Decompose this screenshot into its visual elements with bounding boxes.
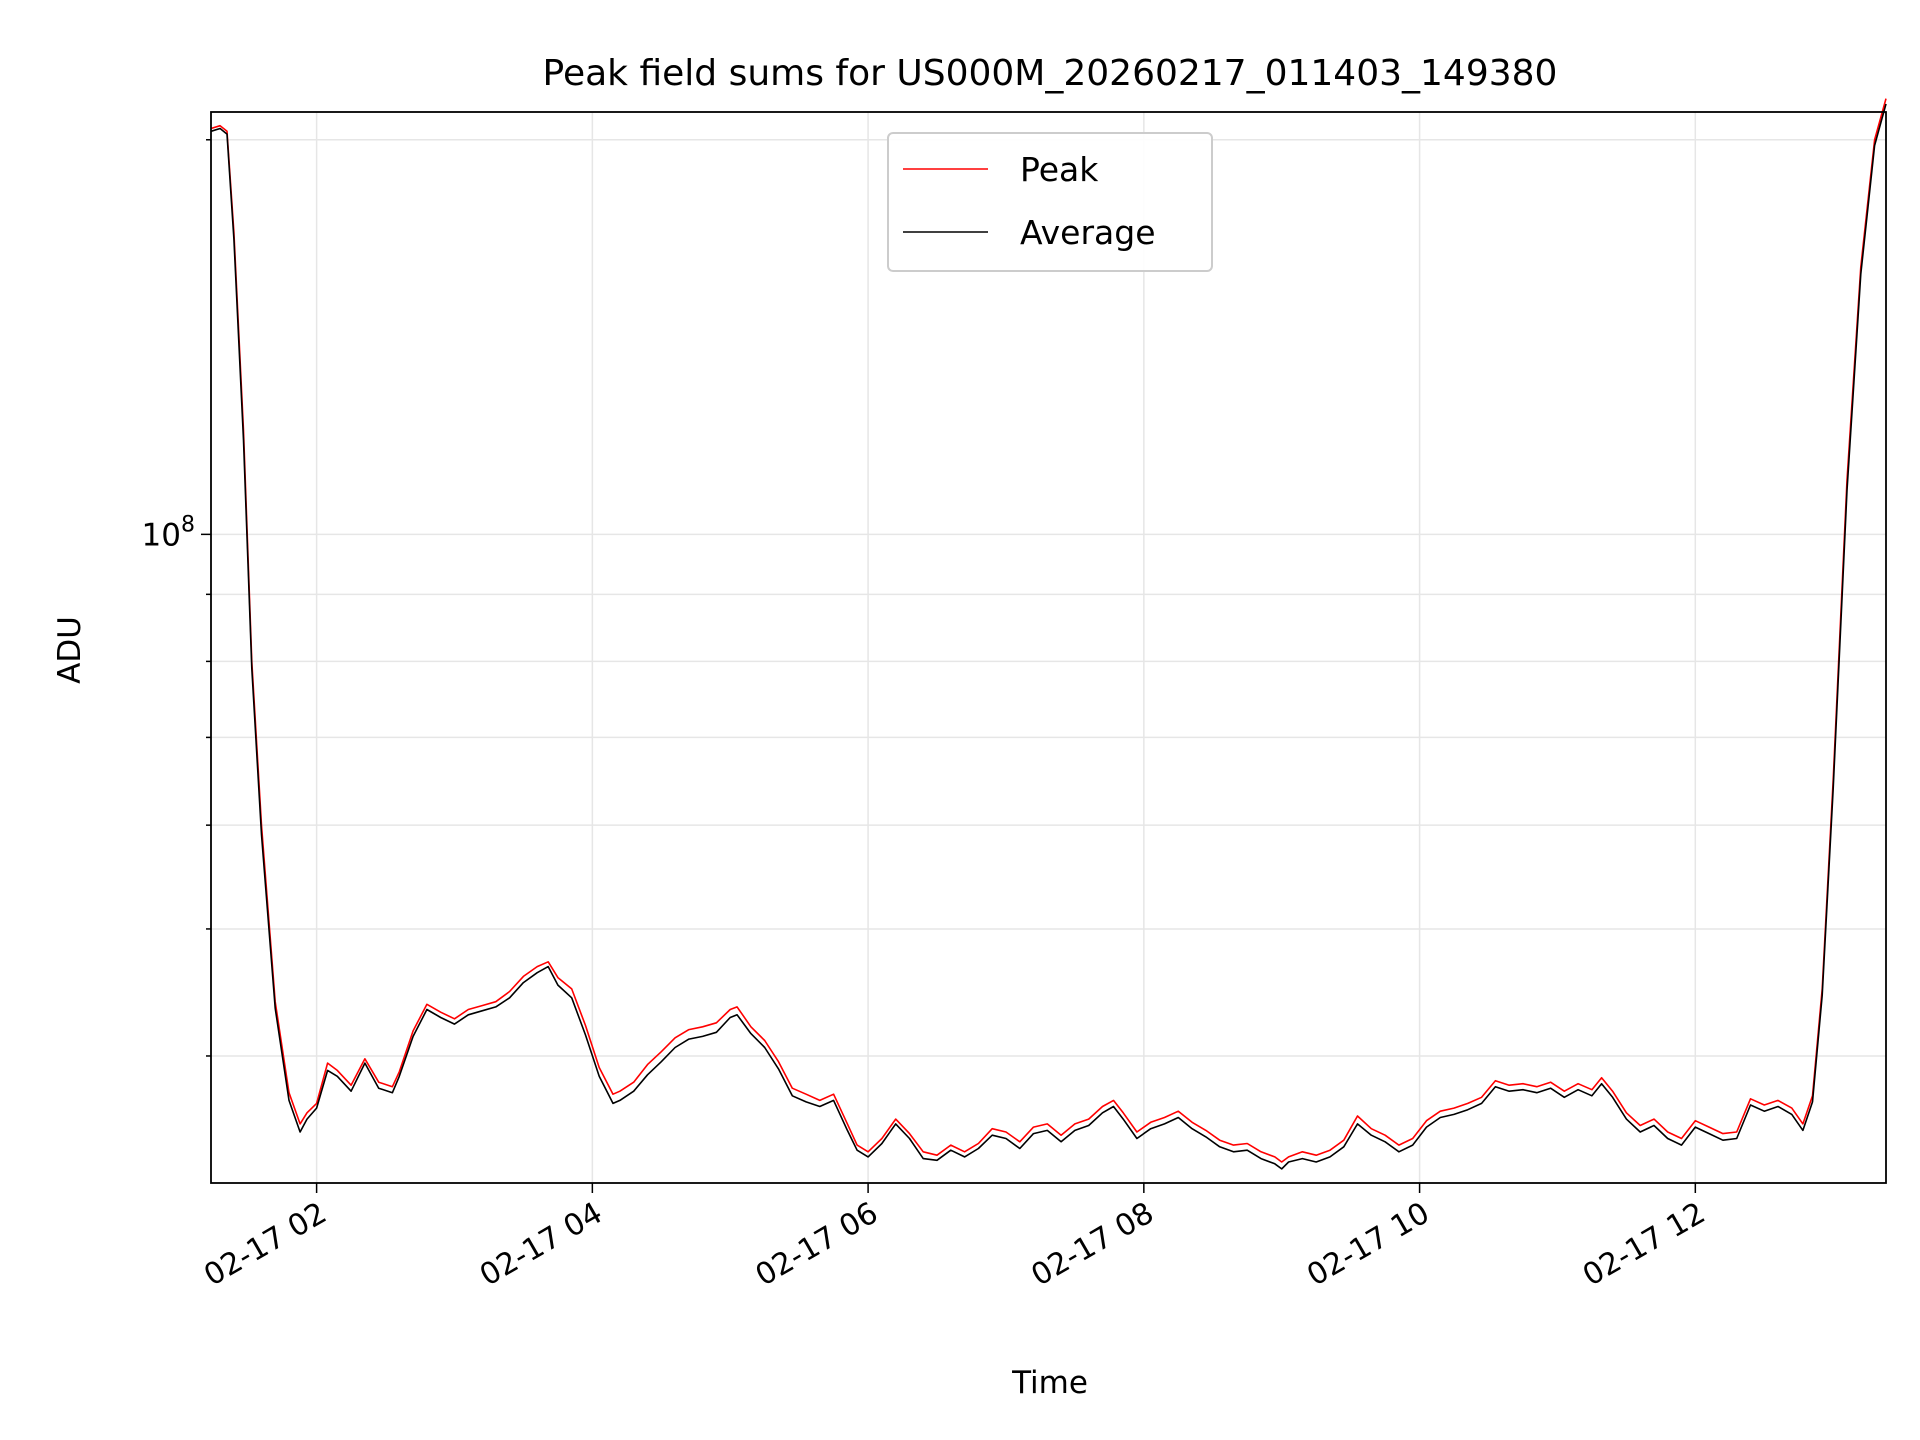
legend: Peak Average bbox=[887, 132, 1213, 272]
y-axis-label: ADU bbox=[52, 616, 88, 684]
series-line-average bbox=[210, 103, 1887, 1170]
axes-frame bbox=[210, 111, 1887, 1184]
y-tick-label: 108 bbox=[142, 512, 195, 553]
series-line-peak bbox=[210, 98, 1887, 1163]
legend-box bbox=[887, 132, 1213, 272]
legend-peak-label: Peak bbox=[1020, 150, 1099, 189]
x-axis-label: Time bbox=[1011, 1365, 1088, 1401]
legend-average-label: Average bbox=[1020, 213, 1156, 252]
chart-title: Peak field sums for US000M_20260217_0114… bbox=[543, 53, 1558, 94]
